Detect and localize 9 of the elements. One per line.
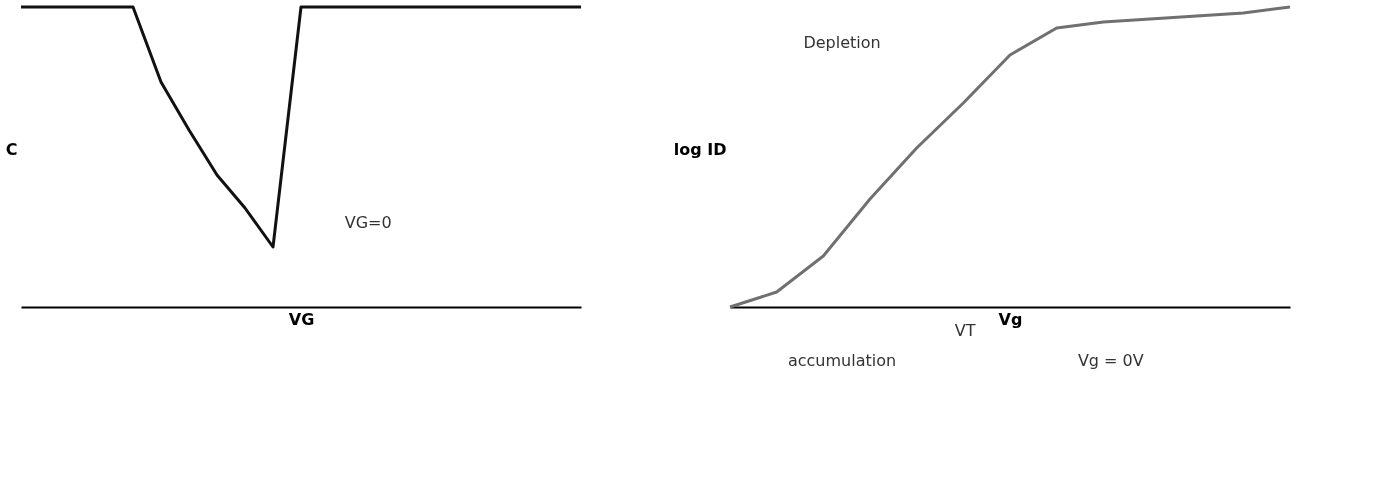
annotation: Depletion: [803, 33, 881, 52]
annotation: VG=0: [344, 213, 392, 232]
text: accumulation: [787, 351, 897, 370]
x-axis-title: Vg: [998, 309, 1023, 329]
text: VT: [954, 321, 976, 340]
x-axis-title: VG: [288, 309, 315, 329]
y-axis-title: log ID: [673, 139, 727, 159]
text: Vg = 0V: [1077, 351, 1144, 370]
y-axis-title: C: [5, 139, 18, 159]
